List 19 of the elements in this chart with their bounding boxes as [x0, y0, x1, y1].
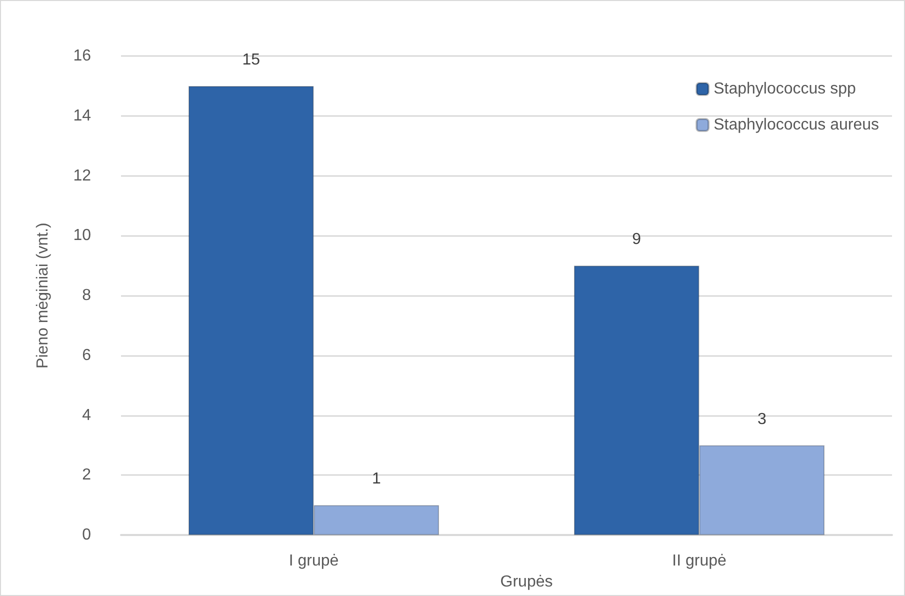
- y-tick-label: 12: [73, 167, 92, 184]
- legend-label: Staphylococcus spp: [714, 80, 856, 98]
- data-label: 3: [757, 410, 766, 428]
- legend-label: Staphylococcus aureus: [714, 116, 880, 134]
- y-tick-label: 16: [73, 48, 92, 64]
- x-tick-label: I grupė: [288, 552, 339, 570]
- data-label: 9: [632, 231, 642, 248]
- data-label: 15: [242, 51, 260, 68]
- y-tick-label: 10: [73, 227, 92, 244]
- data-label: 1: [372, 470, 381, 488]
- y-tick-label: 8: [82, 287, 92, 304]
- y-tick-label: 4: [82, 406, 92, 424]
- y-tick-label: 0: [82, 526, 92, 544]
- y-axis-title: Pieno mėginiai (vnt.): [34, 222, 52, 368]
- y-tick-label: 14: [73, 107, 92, 124]
- x-axis-title: Grupės: [500, 574, 553, 590]
- x-tick-label: II grupė: [672, 552, 726, 570]
- y-tick-label: 6: [82, 346, 92, 364]
- y-tick-label: 2: [82, 466, 92, 484]
